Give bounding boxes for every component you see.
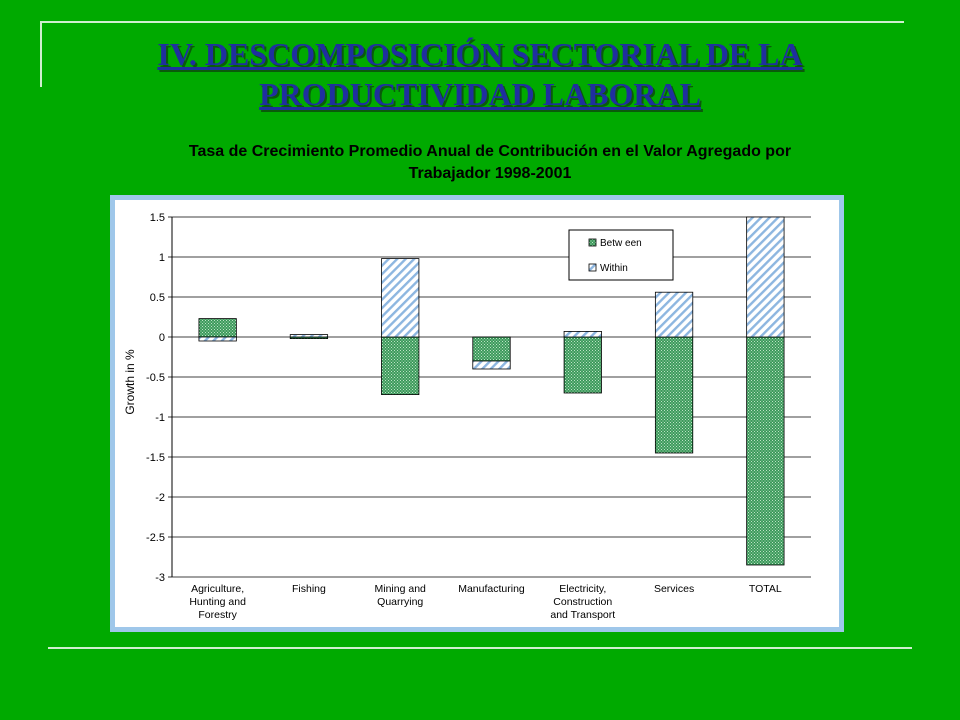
x-tick-label: Construction xyxy=(553,596,612,608)
x-tick-label: Services xyxy=(654,583,694,595)
slide-title: IV. DESCOMPOSICIÓN SECTORIAL DE LA PRODU… xyxy=(60,34,900,114)
x-tick-label: and Transport xyxy=(550,609,615,621)
y-tick-label: -0.5 xyxy=(146,372,165,384)
y-tick-label: 1.5 xyxy=(150,212,165,224)
y-tick-label: -2 xyxy=(155,492,165,504)
x-tick-label: Hunting and xyxy=(189,596,246,608)
y-tick-label: 1 xyxy=(159,252,165,264)
y-axis-label: Growth in % xyxy=(123,349,137,415)
slide-title-line-2: PRODUCTIVIDAD LABORAL xyxy=(259,76,701,112)
x-tick-label: Forestry xyxy=(198,609,237,621)
x-tick-label: Manufacturing xyxy=(458,583,525,595)
y-tick-label: -1 xyxy=(155,412,165,424)
x-tick-label: Quarrying xyxy=(377,596,423,608)
x-tick-label: Mining and xyxy=(375,583,427,595)
chart-area: 1.5 1 0.5 0 -0.5 -1 -1.5 -2 -2.5 -3 Agriculture, Hu… xyxy=(115,200,839,627)
y-tick-label: -1.5 xyxy=(146,452,165,464)
top-rule xyxy=(40,21,904,23)
chart-frame: 1.5 1 0.5 0 -0.5 -1 -1.5 -2 -2.5 -3 Agriculture, Hu… xyxy=(110,195,844,632)
chart-subtitle-line-2: Trabajador 1998-2001 xyxy=(408,165,572,182)
bottom-rule xyxy=(48,647,912,649)
bar-chart: 1.5 1 0.5 0 -0.5 -1 -1.5 -2 -2.5 -3 Agriculture,Hu… xyxy=(123,212,811,621)
bar-within xyxy=(563,330,602,338)
y-tick-label: 0.5 xyxy=(150,292,165,304)
x-tick-label: Fishing xyxy=(292,583,326,595)
legend-label-between: Betw een xyxy=(600,238,642,249)
y-tick-label: 0 xyxy=(159,332,165,344)
bar-between xyxy=(198,318,237,338)
bar-within xyxy=(654,291,694,338)
left-rule xyxy=(40,21,42,87)
legend-swatch-within xyxy=(588,263,597,272)
chart-subtitle: Tasa de Crecimiento Promedio Anual de Co… xyxy=(120,141,860,185)
bar-within xyxy=(289,334,329,338)
bar-between xyxy=(563,336,602,394)
x-tick-label: Agriculture, xyxy=(191,583,244,595)
slide-title-line-1: IV. DESCOMPOSICIÓN SECTORIAL DE LA xyxy=(157,36,803,72)
bar-between xyxy=(654,336,694,454)
bar-within xyxy=(472,360,511,370)
legend-swatch-between xyxy=(588,238,597,247)
bar-within xyxy=(198,336,237,342)
chart-subtitle-line-1: Tasa de Crecimiento Promedio Anual de Co… xyxy=(188,143,792,160)
bar-between xyxy=(746,336,785,566)
bar-within xyxy=(381,258,420,338)
bar-between xyxy=(472,336,511,362)
y-tick-label: -2.5 xyxy=(146,532,165,544)
legend-label-within: Within xyxy=(600,263,628,274)
bar-between xyxy=(381,336,420,395)
chart-legend: Betw een Within xyxy=(568,229,674,281)
x-tick-label: Electricity, xyxy=(559,583,606,595)
y-tick-label: -3 xyxy=(155,572,165,584)
bar-within xyxy=(746,216,785,338)
x-tick-label: TOTAL xyxy=(749,583,782,595)
